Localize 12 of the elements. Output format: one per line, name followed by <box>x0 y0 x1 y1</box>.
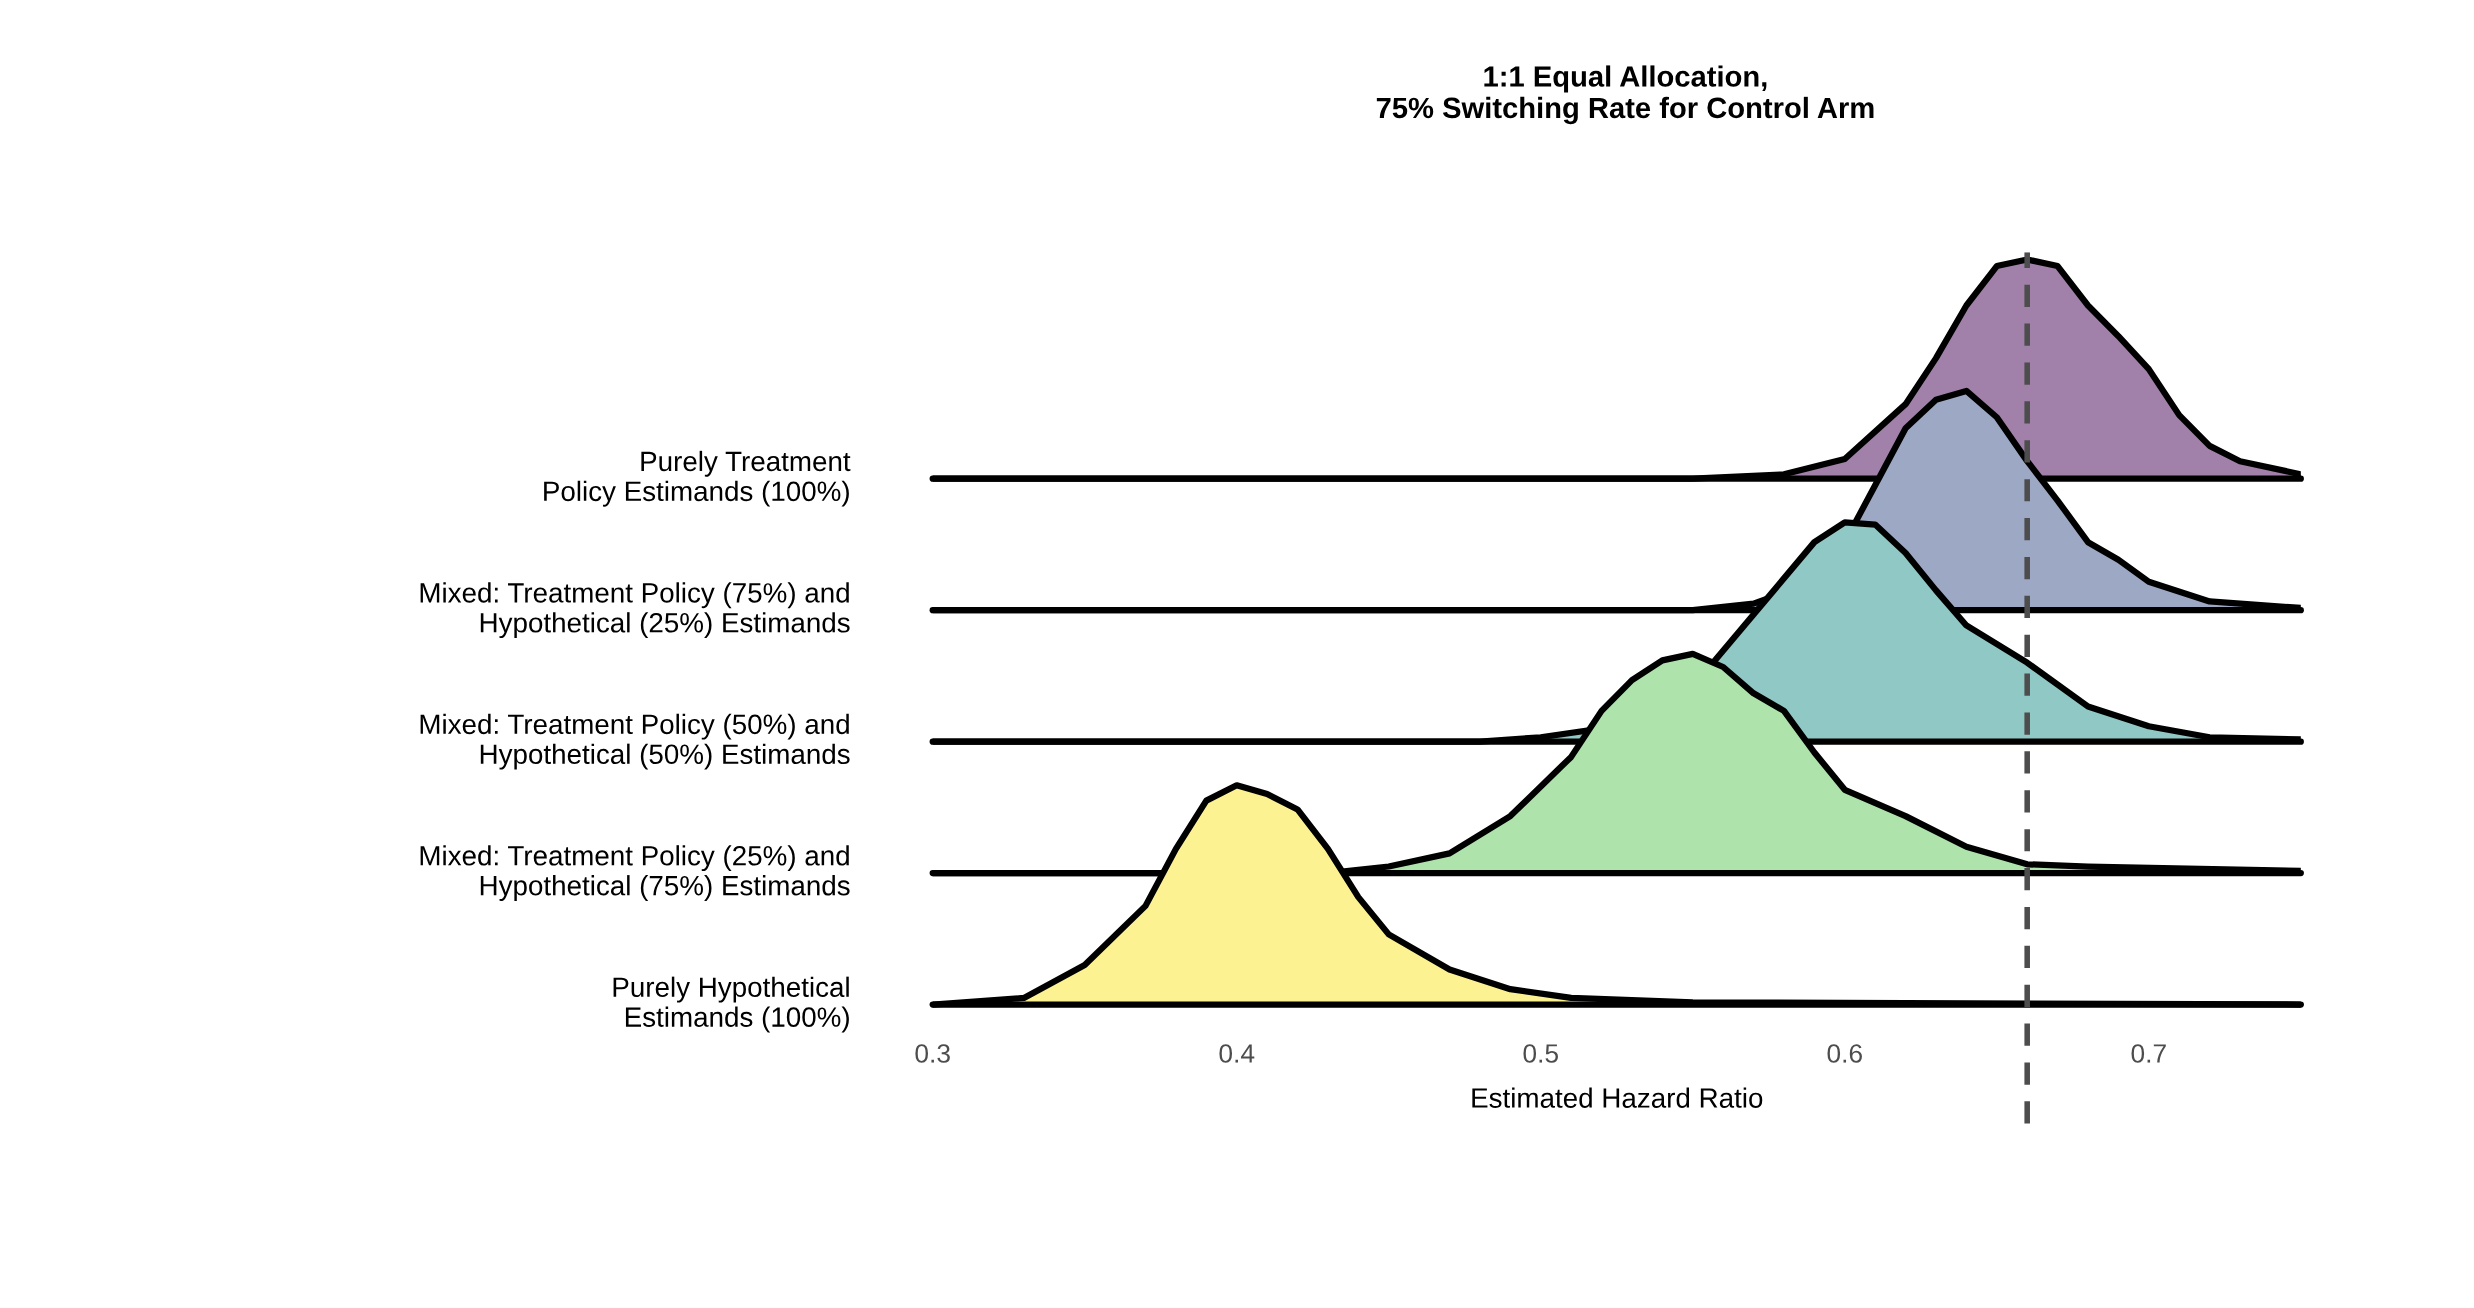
text: Mixed: Treatment Policy (25%) and Hypothetical (75%) Estimands <box>420 845 850 901</box>
text: Mixed: Treatment Policy (50%) and Hypothetical (50%) Estimands <box>420 713 850 770</box>
text: Purely Hypothetical Estimands (100%) <box>613 976 849 1033</box>
text: Purely Treatment Policy Estimands (100%) <box>544 450 851 507</box>
x-tick-label: 0.7 <box>2131 1044 2166 1063</box>
chart-title: 1:1 Equal Allocation, 75% Switching Rate for Control Arm <box>1376 65 1874 125</box>
x-tick-label: 0.4 <box>1219 1044 1255 1063</box>
x-tick-label: 0.3 <box>915 1044 950 1063</box>
text: Mixed: Treatment Policy (75%) and Hypothetical (25%) Estimands <box>420 582 850 639</box>
x-tick-label: 0.5 <box>1523 1044 1558 1063</box>
x-tick-label: 0.6 <box>1827 1044 1862 1063</box>
x-axis-title: Estimated Hazard Ratio <box>1472 1087 1763 1108</box>
